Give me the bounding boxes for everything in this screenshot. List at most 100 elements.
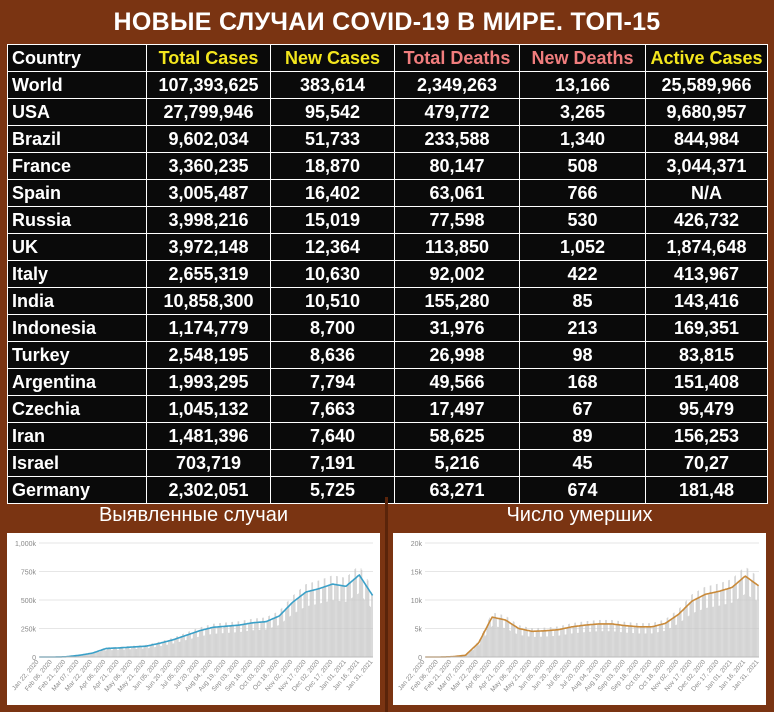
data-bar: [131, 647, 132, 657]
country-cell: France: [7, 152, 147, 180]
data-bar: [276, 617, 277, 657]
data-bar: [249, 619, 251, 657]
data-bar: [306, 584, 307, 657]
data-bar: [543, 627, 545, 657]
data-bar: [247, 630, 248, 657]
data-bar: [351, 598, 352, 657]
data-bar: [350, 582, 351, 657]
value-cell: 13,166: [519, 71, 646, 99]
data-bar: [529, 630, 531, 657]
data-bar: [707, 607, 708, 657]
value-cell: 413,967: [645, 260, 768, 288]
data-bar: [749, 596, 750, 657]
trend-line: [425, 575, 760, 658]
data-bar: [242, 624, 243, 657]
data-bar: [319, 588, 321, 657]
data-bar: [477, 643, 479, 657]
data-bar: [152, 643, 154, 657]
data-bar: [193, 632, 195, 657]
data-bar: [94, 652, 96, 657]
data-bar: [225, 622, 226, 657]
value-cell: 95,479: [645, 395, 768, 423]
data-bar: [291, 603, 292, 657]
data-bar: [519, 625, 520, 657]
data-bar: [693, 600, 694, 657]
data-bar: [624, 621, 626, 657]
table-row: UK 3,972,148 12,364 113,850 1,052 1,874,648: [7, 233, 768, 261]
data-bar: [571, 633, 573, 657]
data-bar: [484, 636, 486, 657]
data-bar: [270, 619, 271, 657]
data-bar: [714, 592, 715, 657]
data-bar: [566, 627, 568, 657]
data-bar: [367, 580, 369, 657]
data-bar: [209, 634, 211, 657]
data-bar: [261, 622, 263, 657]
data-bar: [689, 603, 691, 657]
data-bar: [492, 617, 494, 657]
data-bar: [708, 593, 710, 657]
data-bar: [744, 594, 745, 657]
data-bar: [307, 591, 308, 657]
data-bar: [653, 626, 655, 657]
data-bar: [207, 625, 209, 657]
data-bar: [639, 633, 641, 657]
data-bar: [211, 627, 212, 657]
value-cell: 508: [519, 152, 646, 180]
data-bar: [664, 623, 666, 657]
data-bar: [673, 612, 675, 657]
data-bar: [569, 623, 570, 657]
data-bar: [145, 644, 147, 657]
country-cell: Brazil: [7, 125, 147, 153]
data-bar: [351, 597, 353, 657]
country-cell: Iran: [7, 422, 147, 450]
data-bar: [465, 654, 467, 657]
data-bar: [521, 635, 523, 657]
value-cell: 98: [519, 341, 646, 369]
value-cell: 3,265: [519, 98, 646, 126]
data-bar: [168, 640, 169, 657]
data-bar: [617, 620, 619, 657]
data-bar: [686, 605, 688, 657]
data-bar: [554, 629, 555, 657]
data-bar: [257, 622, 259, 657]
data-bar: [530, 631, 532, 657]
data-bar: [101, 649, 103, 657]
data-bar: [278, 615, 280, 657]
data-bar: [623, 621, 625, 657]
data-bar: [644, 633, 646, 657]
data-bar: [734, 576, 736, 657]
data-bar: [614, 631, 616, 657]
data-bar: [196, 631, 197, 657]
data-bar: [97, 650, 98, 657]
data-bar: [95, 651, 96, 657]
data-bar: [662, 624, 663, 657]
data-bar: [203, 635, 205, 657]
data-bar: [740, 570, 742, 657]
data-bar: [87, 654, 89, 657]
data-bar: [283, 621, 285, 657]
value-cell: 1,993,295: [146, 368, 271, 396]
data-bar: [743, 594, 744, 657]
value-cell: 3,998,216: [146, 206, 271, 234]
data-bar: [309, 590, 311, 657]
data-bar: [330, 575, 332, 657]
data-bar: [515, 633, 517, 657]
data-bar: [300, 588, 301, 657]
value-cell: 25,589,966: [645, 71, 768, 99]
data-bar: [244, 620, 246, 657]
data-bar: [682, 620, 684, 657]
data-bar: [504, 627, 505, 657]
data-bar: [304, 592, 306, 657]
data-bar: [212, 627, 213, 657]
data-bar: [507, 617, 509, 657]
data-bar: [519, 625, 521, 657]
value-cell: 26,998: [394, 341, 520, 369]
data-bar: [553, 635, 554, 657]
data-bar: [184, 635, 185, 657]
data-bar: [470, 649, 472, 657]
data-bar: [586, 621, 588, 657]
data-bar: [625, 625, 627, 657]
data-bar: [637, 626, 639, 657]
